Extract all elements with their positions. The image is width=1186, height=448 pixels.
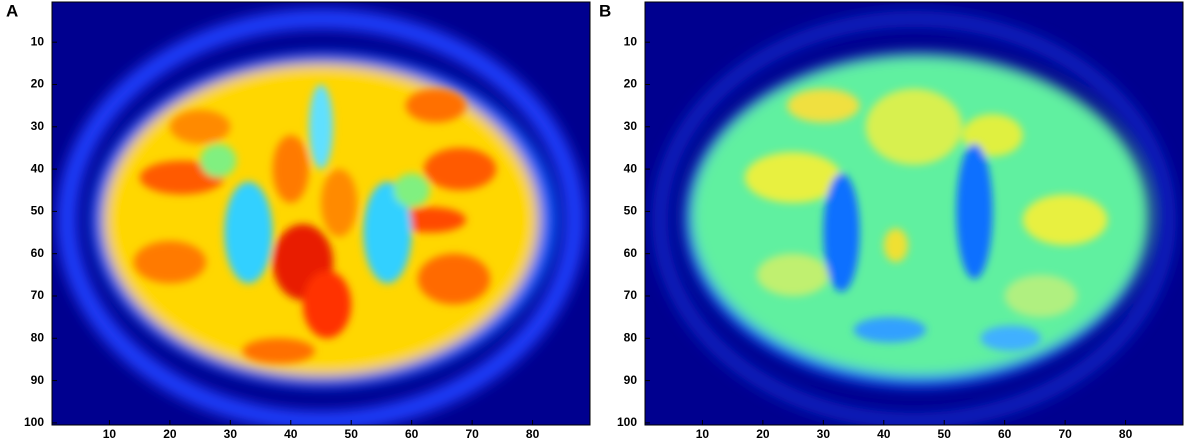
y-tick-label: 80: [31, 330, 45, 344]
x-tick-label: 70: [465, 427, 479, 441]
brain-region: [865, 88, 963, 165]
x-tick-label: 20: [163, 427, 177, 441]
x-tick-label: 40: [284, 427, 298, 441]
x-tick-label: 30: [224, 427, 238, 441]
brain-region: [169, 109, 231, 144]
brain-region: [405, 88, 467, 123]
brain-region: [956, 143, 993, 280]
y-tick-label: 100: [617, 415, 637, 429]
panel-label: A: [6, 1, 18, 20]
image-panel: [52, 2, 590, 425]
y-tick-label: 20: [31, 77, 45, 91]
y-tick-label: 60: [624, 246, 638, 260]
y-tick-label: 50: [31, 204, 45, 218]
brain-region: [272, 135, 309, 203]
brain-region: [883, 228, 908, 263]
image-panel: [645, 2, 1183, 425]
panel-label: B: [599, 1, 611, 20]
x-tick-label: 40: [877, 427, 891, 441]
image-content: [57, 9, 585, 425]
axes-frame: [644, 1, 1184, 426]
x-tick-label: 80: [526, 427, 540, 441]
brain-region: [393, 207, 467, 233]
y-tick-label: 70: [31, 288, 45, 302]
brain-region: [980, 325, 1041, 351]
y-tick-label: 20: [624, 77, 638, 91]
x-tick-label: 50: [345, 427, 359, 441]
x-tick-label: 60: [405, 427, 419, 441]
brain-region: [133, 240, 207, 284]
x-tick-label: 10: [696, 427, 710, 441]
y-tick-label: 40: [31, 161, 45, 175]
y-tick-label: 40: [624, 161, 638, 175]
x-tick-label: 10: [103, 427, 117, 441]
y-tick-label: 70: [624, 288, 638, 302]
brain-region: [224, 181, 273, 284]
brain-region: [363, 181, 412, 284]
brain-region: [417, 253, 491, 305]
y-tick-label: 10: [624, 34, 638, 48]
y-tick-label: 100: [24, 415, 44, 429]
skull: [57, 9, 585, 425]
brain-region: [423, 147, 497, 191]
brain-region: [756, 253, 830, 296]
brain-region: [853, 317, 927, 343]
y-tick-label: 30: [31, 119, 45, 133]
image-detail: [133, 84, 497, 364]
brain-region: [393, 173, 430, 208]
x-tick-label: 20: [756, 427, 770, 441]
brain-region: [823, 173, 860, 292]
y-tick-label: 50: [624, 204, 638, 218]
x-tick-label: 60: [998, 427, 1012, 441]
x-tick-label: 80: [1119, 427, 1133, 441]
y-tick-label: 90: [624, 373, 638, 387]
y-tick-label: 90: [31, 373, 45, 387]
x-tick-label: 30: [817, 427, 831, 441]
axes-frame: [51, 1, 591, 426]
skull: [652, 11, 1176, 425]
y-tick-label: 10: [31, 34, 45, 48]
x-tick-label: 70: [1058, 427, 1072, 441]
brain-region: [1022, 194, 1108, 246]
brain-region: [787, 88, 860, 123]
x-tick-label: 50: [938, 427, 952, 441]
y-tick-label: 30: [624, 119, 638, 133]
brain-region: [308, 84, 334, 170]
y-tick-label: 60: [31, 246, 45, 260]
brain-region: [321, 169, 358, 237]
y-tick-label: 80: [624, 330, 638, 344]
brain-region: [744, 152, 842, 203]
brain-region: [302, 270, 352, 339]
image-detail: [744, 88, 1108, 351]
brain-region: [1004, 274, 1078, 318]
brain-region: [200, 143, 237, 178]
brain-region: [242, 338, 315, 364]
